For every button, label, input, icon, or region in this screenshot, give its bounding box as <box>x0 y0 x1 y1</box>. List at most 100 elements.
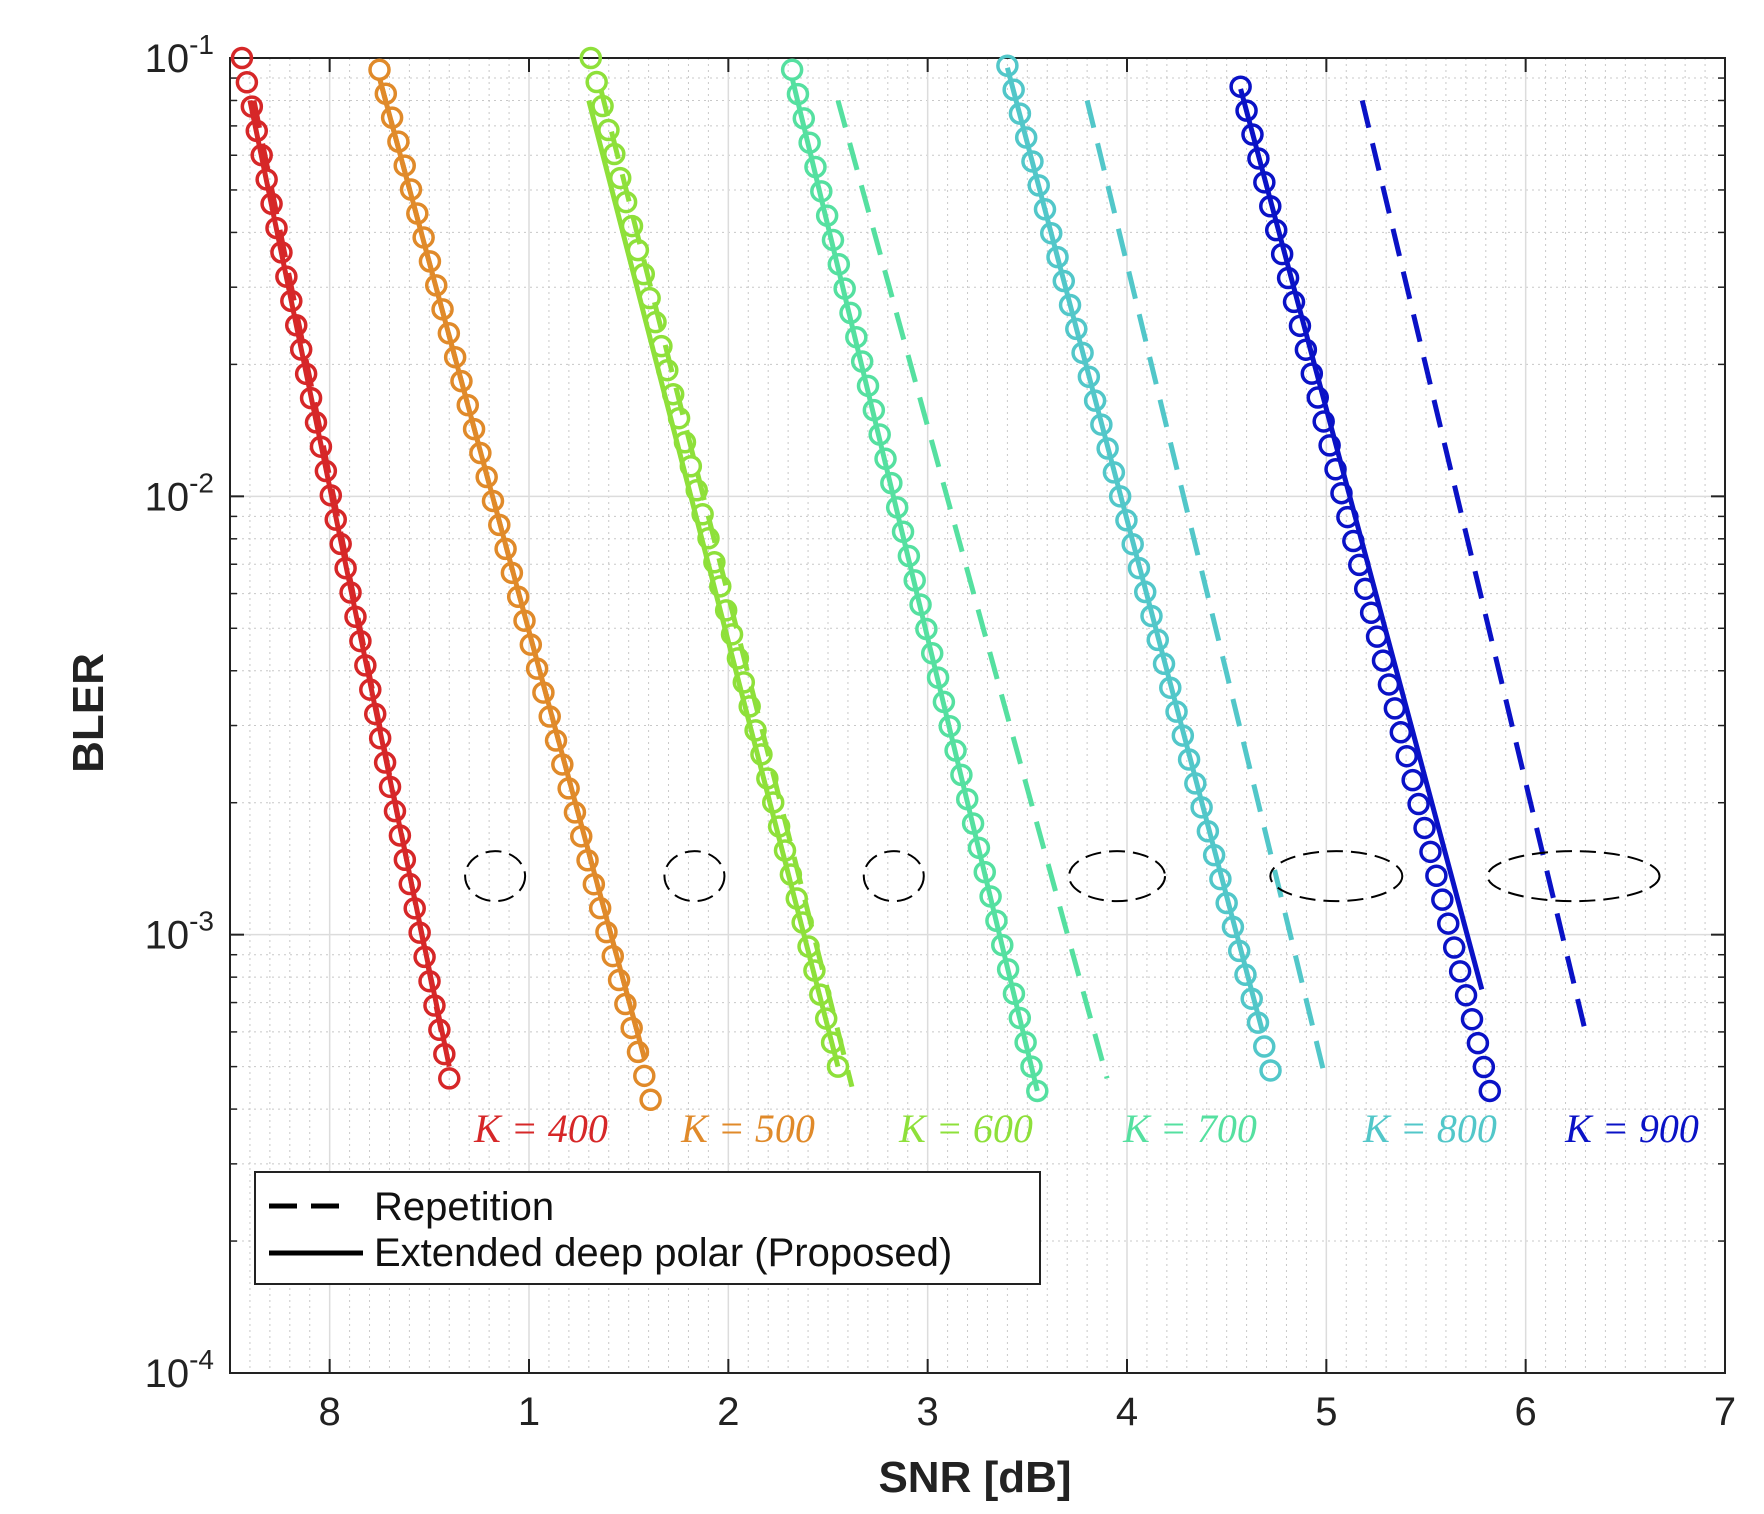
data-point-marker <box>260 192 283 216</box>
axes <box>229 57 1726 1374</box>
data-point-marker <box>1229 75 1252 98</box>
data-point-marker <box>344 605 367 629</box>
data-point-marker <box>1209 867 1232 891</box>
legend: Repetition Extended deep polar (Proposed… <box>254 1171 1041 1285</box>
data-point-marker <box>1330 481 1353 505</box>
data-point-marker <box>329 532 352 556</box>
comparison-ellipse <box>663 850 726 903</box>
data-point-marker <box>967 836 991 860</box>
data-point-marker <box>1146 628 1170 652</box>
data-point-marker <box>1312 410 1335 433</box>
data-point-marker <box>1425 864 1448 888</box>
data-point-marker <box>856 374 880 398</box>
data-point-marker <box>791 911 814 934</box>
data-point-marker <box>814 1007 838 1030</box>
data-point-marker <box>1413 816 1436 840</box>
data-point-marker <box>1454 984 1478 1007</box>
data-point-marker <box>601 944 625 968</box>
comparison-ellipse <box>1486 850 1661 903</box>
y-tick-label: 10-2 <box>145 467 214 519</box>
data-point-marker <box>996 54 1019 78</box>
data-point-marker <box>603 142 626 166</box>
data-point-marker <box>438 1067 461 1090</box>
data-point-marker <box>903 569 926 592</box>
data-point-marker <box>443 345 467 369</box>
k-label: K = 900 <box>1564 1106 1699 1151</box>
series-6 <box>1229 75 1661 1103</box>
data-point-marker <box>387 130 410 153</box>
series-3 <box>579 46 925 1088</box>
data-point-marker <box>885 496 909 519</box>
data-point-marker <box>608 166 632 190</box>
data-point-marker <box>579 46 603 70</box>
series-2 <box>368 58 726 1112</box>
data-point-marker <box>996 958 1020 981</box>
proposed-line <box>377 77 648 1060</box>
data-point-marker <box>1437 912 1460 935</box>
legend-label-repetition: Repetition <box>374 1185 554 1229</box>
data-point-marker <box>1247 147 1270 170</box>
data-point-marker <box>1253 171 1276 194</box>
data-point-marker <box>1040 221 1063 245</box>
data-point-marker <box>563 801 587 824</box>
data-point-marker <box>551 753 574 776</box>
data-point-marker <box>1115 509 1138 532</box>
data-point-marker <box>513 609 536 632</box>
data-point-marker <box>726 647 750 670</box>
data-point-marker <box>1008 1006 1032 1030</box>
data-point-marker <box>582 872 606 896</box>
data-point-marker <box>1259 1059 1282 1082</box>
data-point-marker <box>412 226 435 249</box>
data-point-marker <box>1021 150 1044 173</box>
data-point-marker <box>1383 697 1407 720</box>
data-point-marker <box>920 642 944 665</box>
data-point-marker <box>761 791 785 814</box>
legend-box <box>254 1171 1041 1285</box>
proposed-line <box>586 99 841 1068</box>
data-point-marker <box>620 214 644 238</box>
data-point-marker <box>1196 820 1220 843</box>
data-point-marker <box>1058 293 1082 317</box>
data-point-marker <box>1270 242 1294 266</box>
data-point-marker <box>1407 792 1430 816</box>
data-point-marker <box>633 1064 656 1088</box>
series-4 <box>780 58 1167 1103</box>
data-point-marker <box>845 325 868 349</box>
y-tick-label: 10-4 <box>145 1344 214 1396</box>
data-point-marker <box>744 719 767 742</box>
data-point-marker <box>850 350 874 373</box>
data-point-marker <box>374 82 398 105</box>
data-point-marker <box>481 489 505 513</box>
data-point-marker <box>1096 437 1119 460</box>
data-point-marker <box>413 945 436 969</box>
data-point-marker <box>1002 78 1025 101</box>
y-axis-title: BLER <box>64 653 113 773</box>
data-point-marker <box>500 561 524 585</box>
k-label: K = 500 <box>680 1106 815 1151</box>
data-point-marker <box>380 106 404 129</box>
repetition-line <box>1359 99 1588 1033</box>
labels-layer: 8 1 2 3 4 5 6 7 10-4 10-3 10-2 10-1 K = 400 K = 500 K … <box>145 29 1737 1434</box>
data-point-marker <box>368 58 391 82</box>
data-point-marker <box>1241 123 1264 146</box>
data-point-marker <box>1253 1035 1276 1058</box>
x-tick-label: 5 <box>1315 1390 1337 1434</box>
data-point-marker <box>1065 317 1088 341</box>
data-point-marker <box>428 1018 451 1042</box>
data-point-marker <box>1046 245 1069 269</box>
comparison-ellipse <box>1269 850 1404 903</box>
data-point-marker <box>909 593 932 616</box>
data-point-marker <box>833 277 856 300</box>
data-point-marker <box>620 1016 643 1040</box>
data-point-marker <box>1288 314 1312 338</box>
data-point-marker <box>804 155 827 179</box>
data-point-marker <box>339 581 362 604</box>
data-point-marker <box>538 705 561 728</box>
data-point-marker <box>779 863 803 886</box>
data-point-marker <box>1177 748 1201 771</box>
data-point-marker <box>294 362 318 386</box>
data-point-marker <box>433 1042 456 1066</box>
data-point-marker <box>488 513 511 537</box>
legend-label-proposed: Extended deep polar (Proposed) <box>374 1231 952 1275</box>
data-point-marker <box>1478 1079 1502 1103</box>
